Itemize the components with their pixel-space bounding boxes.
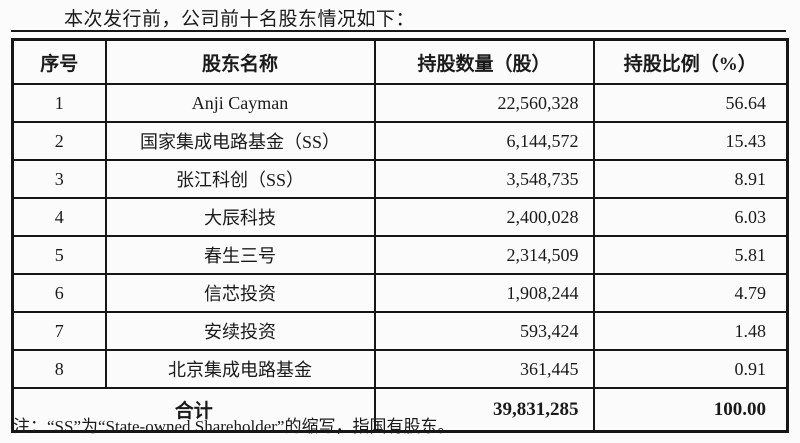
cell-name: 国家集成电路基金（SS）	[104, 121, 376, 161]
cell-index: 5	[11, 235, 107, 275]
cell-index: 2	[11, 121, 107, 161]
table-row: 8 北京集成电路基金 361,445 0.91	[11, 349, 789, 389]
cell-name: 大辰科技	[104, 197, 376, 237]
table-row: 2 国家集成电路基金（SS） 6,144,572 15.43	[11, 121, 789, 161]
cell-percentage: 56.64	[592, 83, 789, 123]
table-row: 3 张江科创（SS） 3,548,735 8.91	[11, 159, 789, 199]
cell-index: 3	[11, 159, 107, 199]
cell-name: 信芯投资	[104, 273, 376, 313]
cell-name: 春生三号	[104, 235, 376, 275]
cell-shares: 3,548,735	[373, 159, 595, 199]
cell-shares: 2,400,028	[373, 197, 595, 237]
table-row: 4 大辰科技 2,400,028 6.03	[11, 197, 789, 237]
cell-shares: 361,445	[373, 349, 595, 389]
cell-index: 1	[11, 83, 107, 123]
cell-index: 4	[11, 197, 107, 237]
table-top-rule	[11, 30, 786, 38]
cell-name: 北京集成电路基金	[104, 349, 376, 389]
table-row: 1 Anji Cayman 22,560,328 56.64	[11, 83, 789, 123]
cell-shares: 22,560,328	[373, 83, 595, 123]
cell-percentage: 15.43	[592, 121, 789, 161]
footnote: 注：“SS”为“State-owned Shareholder”的缩写，指国有股…	[13, 417, 455, 436]
cell-percentage: 6.03	[592, 197, 789, 237]
cell-index: 8	[11, 349, 107, 389]
cell-percentage: 4.79	[592, 273, 789, 313]
cell-shares: 593,424	[373, 311, 595, 351]
cell-index: 6	[11, 273, 107, 313]
cell-percentage: 0.91	[592, 349, 789, 389]
cell-shares: 1,908,244	[373, 273, 595, 313]
cell-name: 张江科创（SS）	[104, 159, 376, 199]
cell-name: 安续投资	[104, 311, 376, 351]
header-index: 序号	[11, 38, 107, 85]
cell-shares: 2,314,509	[373, 235, 595, 275]
total-label: 合计	[11, 387, 376, 433]
table-total-row: 合计 39,831,285 100.00	[11, 387, 789, 433]
intro-paragraph: 本次发行前，公司前十名股东情况如下：	[64, 9, 416, 30]
cell-percentage: 1.48	[592, 311, 789, 351]
header-name: 股东名称	[104, 38, 376, 85]
cell-name: Anji Cayman	[104, 83, 376, 123]
shareholder-table: 序号 股东名称 持股数量（股） 持股比例（%） 1 Anji Cayman 22…	[11, 38, 789, 433]
table-row: 5 春生三号 2,314,509 5.81	[11, 235, 789, 275]
total-percentage: 100.00	[592, 387, 789, 433]
cell-shares: 6,144,572	[373, 121, 595, 161]
table-row: 7 安续投资 593,424 1.48	[11, 311, 789, 351]
table-row: 6 信芯投资 1,908,244 4.79	[11, 273, 789, 313]
total-shares: 39,831,285	[373, 387, 595, 433]
header-percentage: 持股比例（%）	[592, 38, 789, 85]
header-shares: 持股数量（股）	[373, 38, 595, 85]
cell-percentage: 5.81	[592, 235, 789, 275]
cell-index: 7	[11, 311, 107, 351]
cell-percentage: 8.91	[592, 159, 789, 199]
shareholder-table-wrap: 序号 股东名称 持股数量（股） 持股比例（%） 1 Anji Cayman 22…	[11, 30, 789, 433]
table-header-row: 序号 股东名称 持股数量（股） 持股比例（%）	[11, 38, 789, 85]
